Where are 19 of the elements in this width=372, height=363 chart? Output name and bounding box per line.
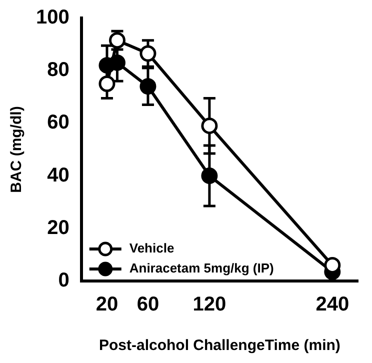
point [140,78,156,95]
y-tick-label: 20 [47,216,70,239]
point [140,45,156,62]
x-axis-title: Post-alcohol ChallengeTime (min) [98,337,340,354]
legend-label: Vehicle [129,240,174,256]
y-tick-label: 80 [47,59,70,82]
point [201,118,218,134]
x-tick-label: 120 [192,294,226,316]
y-axis-title: BAC (mg/dl) [8,106,26,193]
y-tick-label: 0 [58,270,70,292]
x-tick-label: 20 [96,294,118,316]
point [201,168,218,184]
point [98,76,116,92]
y-tick-label: 40 [47,164,70,186]
y-tick-label: 60 [47,112,70,134]
x-tick-label: 60 [136,294,160,316]
legend-label: Aniracetam 5mg/kg (IP) [129,260,274,276]
y-tick-label: 100 [36,6,70,29]
x-tick-label: 240 [316,294,350,316]
